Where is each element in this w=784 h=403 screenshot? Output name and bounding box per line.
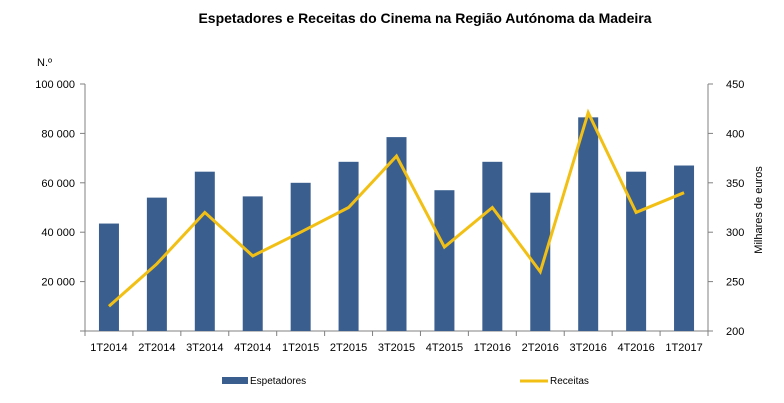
x-tick-label: 2T2015 (330, 342, 367, 354)
x-tick-label: 1T2016 (474, 342, 511, 354)
bar-espetadores (98, 223, 119, 331)
y-left-axis-label: N.º (37, 57, 52, 69)
y-right-tick-label: 200 (726, 326, 744, 338)
bar-espetadores (434, 190, 455, 331)
y-left-tick-label: 40 000 (41, 227, 75, 239)
y-left-tick-label: 100 000 (35, 79, 75, 91)
plot-area: 20 000 40 000 60 000 80 000 100 000 200 250 300… (35, 79, 744, 354)
x-tick-label: 1T2017 (665, 342, 702, 354)
x-tick-label: 2T2014 (138, 342, 175, 354)
y-left-tick-label: 20 000 (41, 277, 75, 289)
bar-espetadores (578, 117, 599, 331)
bar-espetadores (194, 171, 215, 331)
y-right-tick-label: 250 (726, 277, 744, 289)
bar-espetadores (290, 182, 311, 331)
legend-label-espetadores: Espetadores (250, 376, 306, 387)
x-tick-label: 3T2014 (186, 342, 223, 354)
bar-espetadores (242, 196, 263, 331)
x-tick-label: 1T2015 (282, 342, 319, 354)
y-right-tick-label: 300 (726, 227, 744, 239)
y-right-tick-label: 400 (726, 128, 744, 140)
bar-espetadores (674, 165, 695, 331)
bar-espetadores (338, 161, 359, 331)
x-tick-label: 2T2016 (522, 342, 559, 354)
chart-title: Espetadores e Receitas do Cinema na Regi… (198, 10, 651, 26)
x-tick-label: 1T2014 (90, 342, 127, 354)
y-right-tick-label: 350 (726, 178, 744, 190)
y-left-tick-label: 80 000 (41, 128, 75, 140)
x-tick-label: 3T2015 (378, 342, 415, 354)
bar-espetadores (530, 192, 551, 331)
legend-swatch-espetadores (222, 377, 248, 384)
y-left-tick-label: 60 000 (41, 178, 75, 190)
legend: Espetadores Receitas (222, 376, 589, 387)
bar-espetadores (482, 161, 503, 331)
legend-label-receitas: Receitas (550, 376, 589, 387)
y-right-tick-label: 450 (726, 79, 744, 91)
x-tick-label: 4T2014 (234, 342, 271, 354)
x-tick-label: 3T2016 (570, 342, 607, 354)
bar-espetadores (386, 137, 407, 331)
x-tick-label: 4T2016 (617, 342, 654, 354)
y-right-axis-label: Milhares de euros (753, 166, 765, 254)
x-tick-label: 4T2015 (426, 342, 463, 354)
